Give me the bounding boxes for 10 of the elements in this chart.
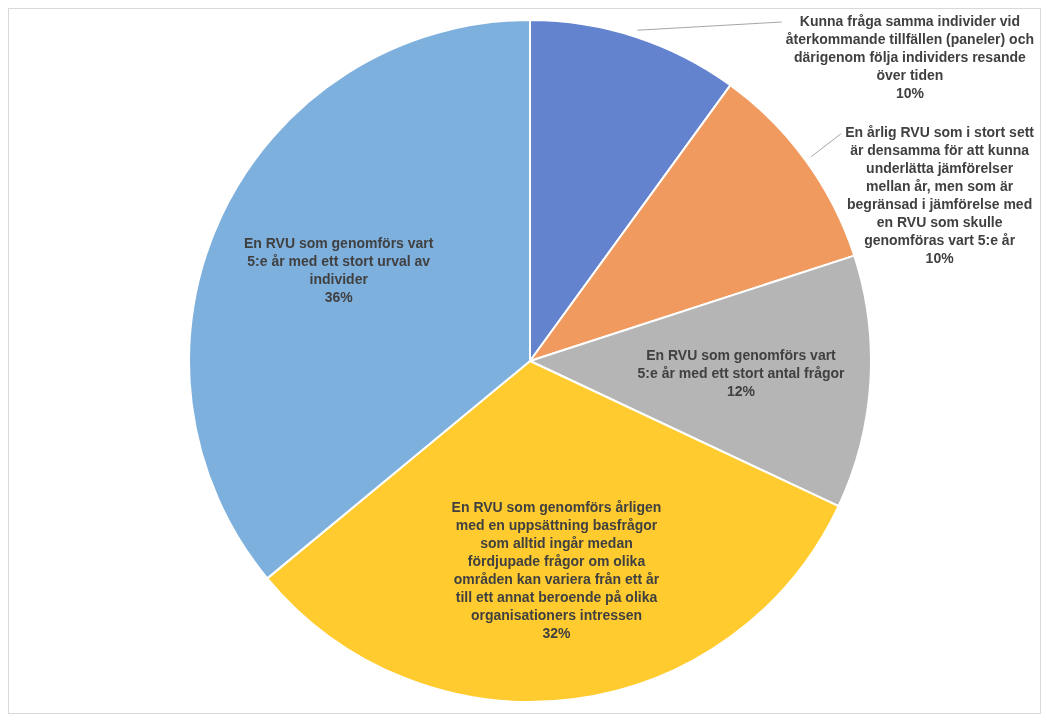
slice-label: En RVU som genomförs vart 5:e år med ett stort antal frågor bbox=[637, 347, 846, 382]
slice-label: Kunna fråga samma individer vid återkommande tillfällen (paneler) och därigenom följa individers resande över tiden bbox=[785, 12, 1034, 83]
slice-label: En RVU som genomförs vart 5:e år med ett stort urval av individer bbox=[243, 234, 434, 287]
data-label: 10% bbox=[925, 250, 955, 267]
data-label: 10% bbox=[895, 84, 925, 101]
data-label: 36% bbox=[324, 288, 354, 305]
slice-label: En årlig RVU som i stort sett är densamma för att kunna underlätta jämförelser mellan år, men som är begränsad i jämförelse med en RVU som skulle genomföras vart 5:e år bbox=[845, 124, 1035, 249]
data-label: 12% bbox=[726, 383, 756, 400]
data-label: 32% bbox=[542, 624, 572, 641]
slice-label: En RVU som genomförs årligen med en uppsättning basfrågor som alltid ingår medan fördjupade frågor om olika områden kan variera från ett år till ett annat beroende på olika organisationers intressen bbox=[451, 498, 662, 623]
